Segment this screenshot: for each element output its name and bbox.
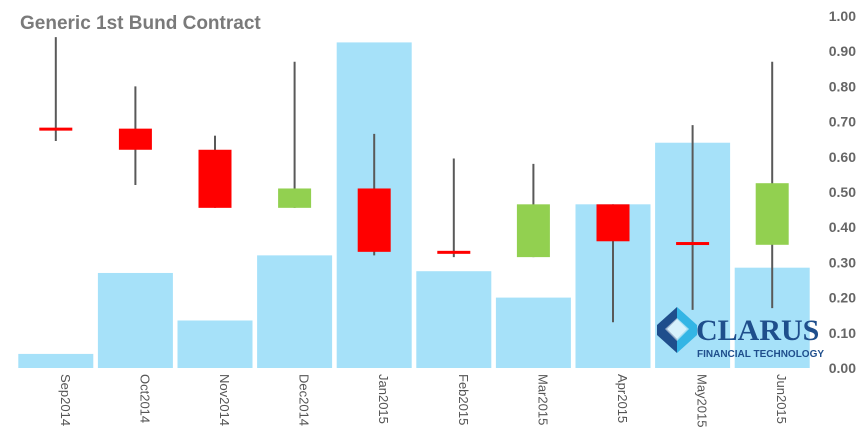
y-tick-label: 0.90 [829, 43, 856, 59]
y-tick-label: 0.70 [829, 114, 856, 130]
x-tick-label: Sep2014 [58, 374, 73, 426]
x-tick-label: Mar2015 [535, 374, 550, 425]
volume-bar [495, 297, 571, 368]
x-tick-label: May2015 [695, 374, 710, 427]
y-tick-label: 0.30 [829, 254, 856, 270]
y-tick-label: 0.80 [829, 78, 856, 94]
x-tick-label: Oct2014 [137, 374, 152, 423]
x-tick-label: Jan2015 [376, 374, 391, 424]
volume-bar [97, 272, 173, 368]
logo-emblem [657, 307, 697, 353]
candle-body [118, 128, 152, 150]
x-tick-label: Feb2015 [456, 374, 471, 425]
volume-bar [177, 320, 253, 368]
candle-body [357, 188, 391, 252]
chart-title: Generic 1st Bund Contract [20, 13, 261, 34]
y-axis: 0.00 0.10 0.20 0.30 0.40 0.50 0.60 0.70 0.80 0.90… [829, 8, 856, 376]
y-tick-label: 0.00 [829, 360, 856, 376]
x-tick-label: Jun2015 [774, 374, 789, 424]
volume-bar [416, 271, 492, 368]
y-tick-label: 1.00 [829, 8, 856, 24]
x-tick-label: Apr2015 [615, 374, 630, 423]
candle-body [39, 127, 73, 131]
y-tick-label: 0.40 [829, 219, 856, 235]
volume-bars [18, 42, 810, 369]
y-tick-label: 0.60 [829, 149, 856, 165]
x-tick-label: Nov2014 [217, 374, 232, 426]
candlesticks [39, 37, 789, 323]
y-tick-label: 0.10 [829, 325, 856, 341]
candle-body [198, 149, 232, 208]
clarus-logo: CLARUS FINANCIAL TECHNOLOGY [657, 307, 824, 360]
candle-body [596, 204, 630, 242]
y-tick-label: 0.50 [829, 184, 856, 200]
x-axis: Sep2014 Oct2014 Nov2014 Dec2014 Jan2015 Feb20… [58, 374, 789, 427]
logo-tagline: FINANCIAL TECHNOLOGY [697, 349, 824, 360]
candle-body [278, 188, 312, 208]
volume-bar [18, 353, 94, 368]
candle-body [516, 204, 550, 258]
volume-bar [257, 255, 333, 368]
candle-body [437, 250, 471, 254]
x-tick-label: Dec2014 [297, 374, 312, 426]
logo-name: CLARUS [696, 314, 819, 347]
y-tick-label: 0.20 [829, 290, 856, 306]
candle-body [676, 242, 710, 246]
candle-body [755, 183, 789, 245]
